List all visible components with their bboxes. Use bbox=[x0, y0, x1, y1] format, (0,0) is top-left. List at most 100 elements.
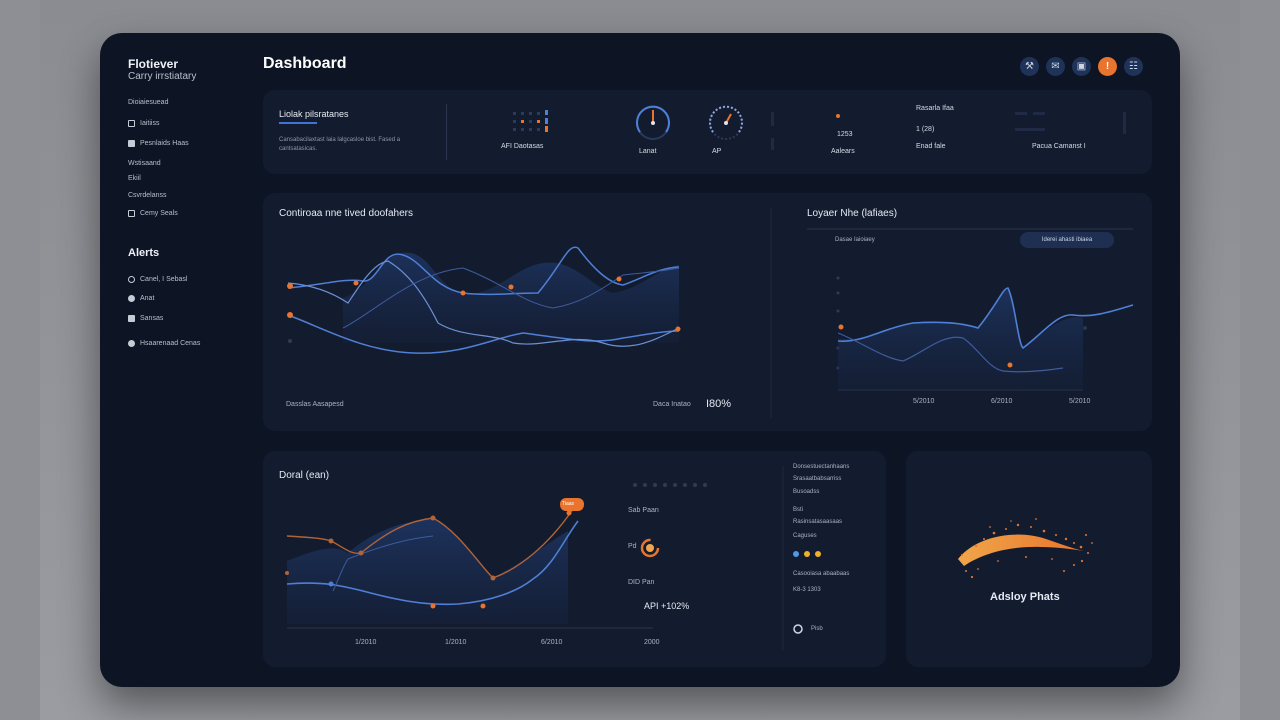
alert-item-label: Anat bbox=[140, 295, 155, 302]
alert-item-label: Canel, I Sebasl bbox=[140, 276, 188, 283]
chart3-x-tick: 1/2010 bbox=[355, 639, 377, 646]
chart2-filter-pill[interactable]: Iderei ahasti ibiaea bbox=[1020, 232, 1114, 248]
trend-chart-3-card: Doral (ean) bbox=[263, 451, 886, 667]
side-line: Bsti bbox=[793, 507, 804, 513]
gauge-2 bbox=[709, 105, 743, 140]
kpi-card: Liolak pilsratanes Cansabacilaxtast laia… bbox=[263, 90, 1152, 174]
chart3-markers bbox=[285, 510, 572, 609]
kpi-value-enad: 1 (28) bbox=[916, 126, 935, 133]
kpi-label-enad: Enad fale bbox=[916, 143, 946, 150]
chart2-marker-3 bbox=[1083, 326, 1087, 330]
side-line: Caguses bbox=[793, 533, 817, 539]
chart1-title: Contiroaa nne tived doofahers bbox=[279, 208, 413, 219]
sidebar-item-skill[interactable]: Ekiil bbox=[128, 175, 141, 182]
chart3-x-tick: 2000 bbox=[644, 639, 660, 646]
kpi-label-rasarla: Rasarla Ifaa bbox=[916, 105, 954, 112]
chart2-area bbox=[838, 288, 1083, 390]
kpi-label-lanat: Lanat bbox=[639, 148, 657, 155]
highlight-visual bbox=[958, 518, 1093, 579]
chart3-series-blue-2 bbox=[332, 535, 434, 592]
sidebar-item-overview[interactable]: Dioiaiesuead bbox=[128, 99, 168, 106]
sidebar-item-label: Cemy Seals bbox=[140, 210, 178, 217]
mini-gauge bbox=[640, 538, 660, 558]
chart2-marker-1 bbox=[838, 324, 844, 330]
kpi-description: Cansabacilaxtast laia lalgcasloe bist. F… bbox=[279, 137, 401, 152]
square-icon bbox=[128, 120, 135, 127]
side-line: Donsestuectanhaans bbox=[793, 464, 850, 470]
chart1-markers bbox=[287, 276, 681, 343]
gauge-1 bbox=[636, 105, 670, 140]
chart3-series-blue bbox=[286, 520, 579, 606]
sidebar-item-label: Csvrdelanss bbox=[128, 192, 167, 199]
alert-icon[interactable]: ! bbox=[1098, 57, 1117, 76]
chart3-x-tick: 1/2010 bbox=[445, 639, 467, 646]
kpi-label-ap: AP bbox=[712, 148, 722, 155]
alert-item-cenas[interactable]: Hsaarenaad Cenas bbox=[128, 340, 200, 347]
tools-icon[interactable]: ⚒ bbox=[1020, 57, 1039, 76]
side-line: Rasinsatasaasaas bbox=[793, 519, 843, 525]
chart3-area bbox=[287, 519, 568, 624]
sidebar-item-conversations[interactable]: Csvrdelanss bbox=[128, 192, 167, 199]
alert-item-anat[interactable]: Anat bbox=[128, 295, 154, 302]
faint-bars bbox=[771, 112, 1126, 150]
chart3-tooltip: Tiaas bbox=[562, 501, 575, 507]
status-dot-blue bbox=[793, 551, 799, 557]
chart3-tooltip-bg bbox=[560, 498, 584, 511]
chart2-title: Loyaer Nhe (lafiaes) bbox=[807, 208, 898, 219]
kpi-label-pacua: Pacua Camanst I bbox=[1032, 143, 1086, 150]
side-line: K8-3 1303 bbox=[793, 587, 821, 593]
chart1-series-1 bbox=[287, 246, 680, 296]
chart3-dots-row bbox=[633, 483, 707, 487]
chart2-series-1 bbox=[837, 287, 1134, 350]
status-dot-yellow bbox=[804, 551, 810, 557]
kpi-title: Liolak pilsratanes bbox=[279, 109, 349, 119]
highlight-swoosh bbox=[958, 534, 1084, 566]
chart1-series-2 bbox=[287, 314, 680, 354]
sidebar-item-cemy-seals[interactable]: Cemy Seals bbox=[128, 210, 178, 217]
chart2-legend: Dasae Iaioiaey bbox=[835, 237, 875, 243]
kpi-title-underline bbox=[279, 122, 317, 124]
person-icon bbox=[128, 340, 135, 347]
chart1-area bbox=[343, 252, 679, 343]
highlight-label: Adsloy Phats bbox=[990, 591, 1060, 603]
chart2-x-tick: 6/2010 bbox=[991, 398, 1013, 405]
sidebar-item-pipelines[interactable]: Pesnlaids Haas bbox=[128, 140, 189, 147]
side-line: Casooiasa abaabaas bbox=[793, 571, 850, 577]
kpi-label-aalears: Aalears bbox=[831, 148, 855, 155]
grid-icon bbox=[128, 140, 135, 147]
brand-title: Flotiever bbox=[128, 57, 179, 71]
chart3-title: Doral (ean) bbox=[279, 470, 330, 481]
chart2-marker-2 bbox=[1007, 362, 1013, 368]
chart1-series-3 bbox=[287, 260, 680, 347]
sidebar: Flotiever Carry irrstiatary Dioiaiesuead… bbox=[100, 33, 250, 687]
pisb-icon bbox=[793, 624, 803, 634]
kpi-value-aalears: 1253 bbox=[837, 131, 853, 138]
sidebar-item-workstand[interactable]: Wstisaand bbox=[128, 160, 161, 167]
sidebar-item-label: Dioiaiesuead bbox=[128, 99, 169, 106]
grid-icon[interactable]: ☷ bbox=[1124, 57, 1143, 76]
chart1-footer-left: Dasslas Aasapesd bbox=[286, 401, 344, 408]
alert-item-label: Hsaarenaad Cenas bbox=[140, 340, 201, 347]
side-line: Busoadss bbox=[793, 489, 820, 495]
sidebar-item-status[interactable]: Iaitiiss bbox=[128, 120, 159, 127]
bell-icon bbox=[128, 315, 135, 322]
side-line: Srasaatbabsarriss bbox=[793, 476, 842, 482]
alert-item-sansas[interactable]: Sansas bbox=[128, 315, 163, 322]
chart2-x-tick: 5/2010 bbox=[1069, 398, 1091, 405]
kpi-label-api: AFI Daotasas bbox=[501, 143, 544, 150]
status-dot-yellow bbox=[815, 551, 821, 557]
lock-icon[interactable]: ▣ bbox=[1072, 57, 1091, 76]
square-icon bbox=[128, 210, 135, 217]
chart2-x-tick: 5/2010 bbox=[913, 398, 935, 405]
side-line[interactable]: Pisb bbox=[811, 626, 823, 632]
chart3-mid-c: DID Pan bbox=[628, 579, 655, 586]
chart1-footer-value: I80% bbox=[706, 398, 732, 410]
alert-item-canel[interactable]: Canel, I Sebasl bbox=[128, 276, 187, 283]
brand: Flotiever Carry irrstiatary bbox=[128, 58, 196, 83]
chart1-series-4 bbox=[342, 267, 680, 329]
highlight-particles bbox=[961, 518, 1093, 579]
trend-chart-1 bbox=[287, 208, 1134, 418]
highlight-card: Adsloy Phats bbox=[906, 451, 1152, 667]
pin-icon[interactable]: ✉ bbox=[1046, 57, 1065, 76]
sidebar-item-label: Pesnlaids Haas bbox=[140, 140, 189, 147]
